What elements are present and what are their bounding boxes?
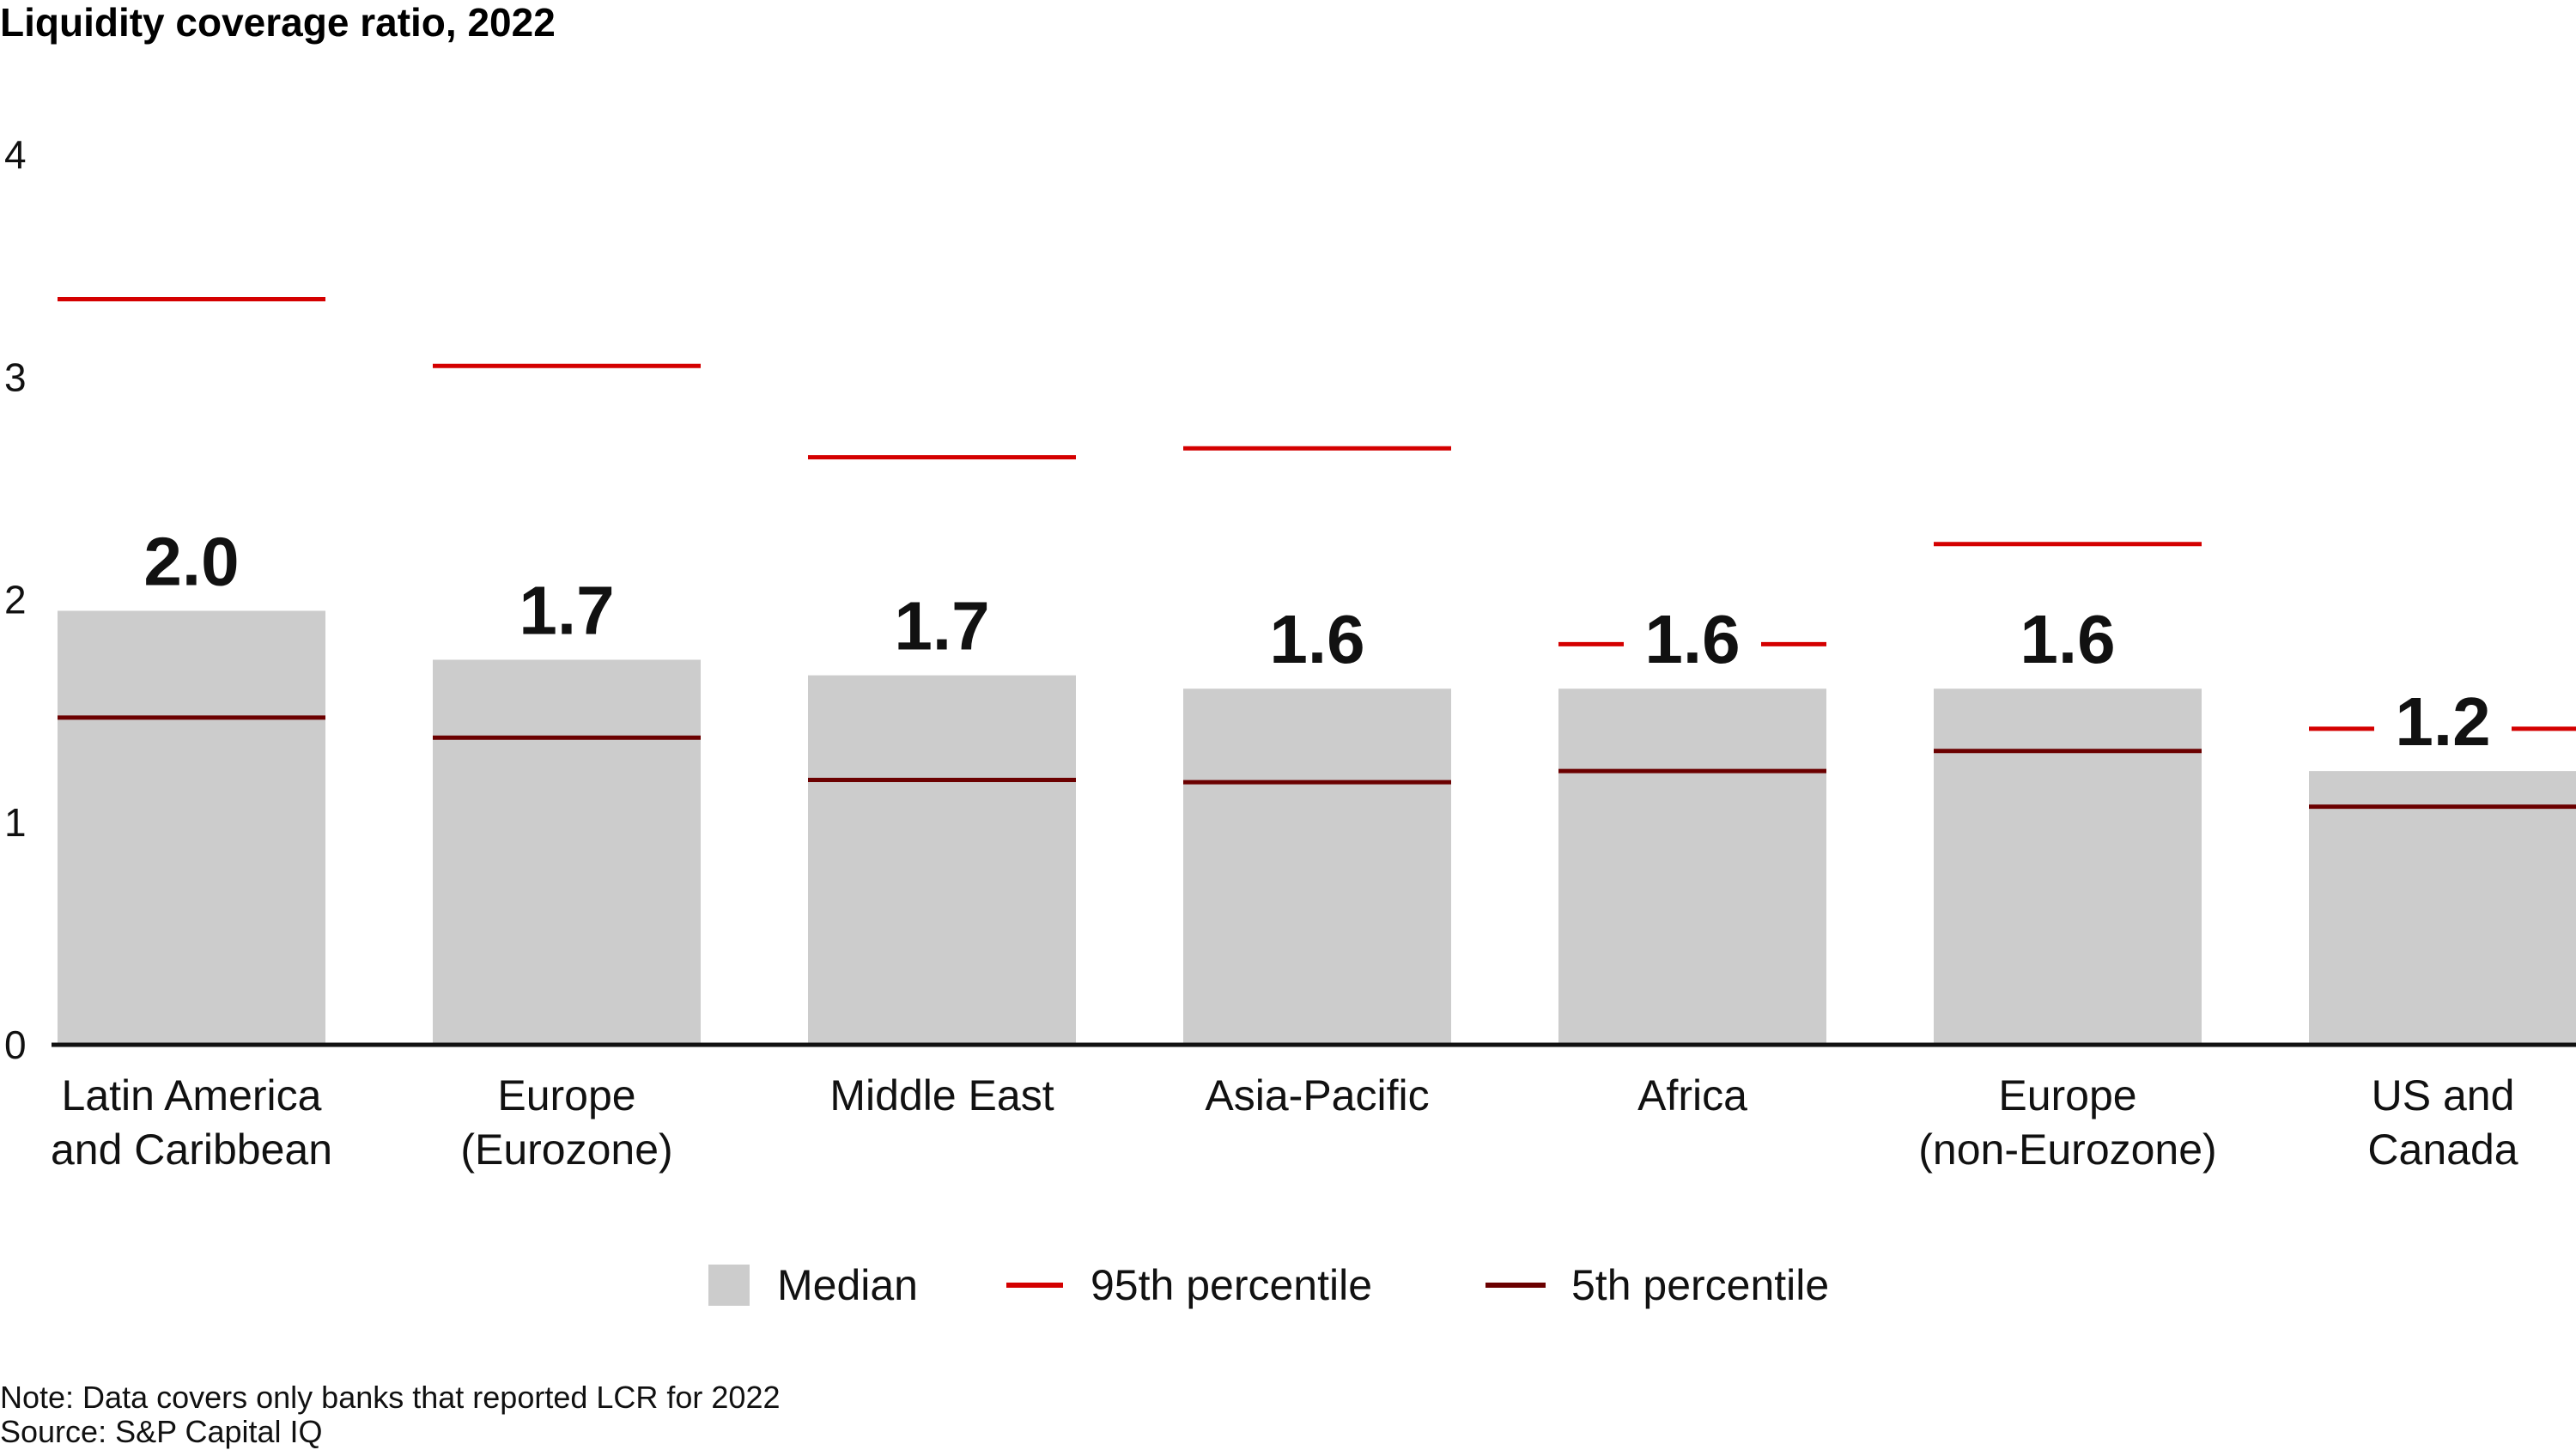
median-bar (433, 659, 701, 1045)
data-label: 2.0 (143, 523, 239, 599)
chart-title: Liquidity coverage ratio, 2022 (0, 0, 556, 45)
x-tick-label: Europe (497, 1071, 635, 1119)
source-text: Source: S&P Capital IQ (0, 1414, 323, 1449)
y-axis: 0 1 2 3 4 (4, 132, 27, 1067)
x-tick-label: (non-Eurozone) (1918, 1125, 2216, 1174)
median-bar (1934, 689, 2202, 1045)
legend-median-label: Median (777, 1261, 918, 1309)
median-bars (58, 610, 2576, 1045)
median-bar (1183, 689, 1451, 1045)
median-bar (2309, 771, 2576, 1045)
data-label: 1.6 (1269, 601, 1364, 677)
y-tick-label: 0 (4, 1022, 27, 1067)
x-axis-labels: Latin America and Caribbean Europe (Eurozon… (51, 1071, 2518, 1174)
data-labels: 2.0 1.7 1.7 1.6 1.6 1.6 1.2 (143, 523, 2490, 760)
data-label: 1.6 (1644, 601, 1740, 677)
x-tick-label: and Caribbean (51, 1125, 332, 1174)
legend: Median 95th percentile 5th percentile (708, 1261, 1829, 1309)
data-label: 1.7 (894, 588, 989, 664)
x-tick-label: US and (2372, 1071, 2515, 1119)
y-tick-label: 2 (4, 578, 27, 622)
x-tick-label: Latin America (62, 1071, 322, 1119)
legend-p95-label: 95th percentile (1091, 1261, 1372, 1309)
y-tick-label: 3 (4, 355, 27, 399)
p5-lines (58, 715, 2576, 810)
x-tick-label: Canada (2367, 1125, 2518, 1174)
x-tick-label: Middle East (829, 1071, 1054, 1119)
data-label: 1.2 (2395, 683, 2490, 760)
x-tick-label: Africa (1637, 1071, 1747, 1119)
x-tick-label: Asia-Pacific (1205, 1071, 1429, 1119)
data-label: 1.7 (519, 572, 614, 648)
note-text: Note: Data covers only banks that report… (0, 1380, 781, 1415)
p95-lines (58, 297, 2576, 731)
median-bar (58, 610, 325, 1045)
y-tick-label: 4 (4, 132, 27, 177)
legend-median-swatch (708, 1265, 750, 1306)
median-bar (808, 675, 1076, 1045)
median-bar (1558, 689, 1826, 1045)
y-tick-label: 1 (4, 800, 27, 845)
x-tick-label: Europe (1998, 1071, 2136, 1119)
data-label: 1.6 (2020, 601, 2115, 677)
x-tick-label: (Eurozone) (460, 1125, 672, 1174)
legend-p5-label: 5th percentile (1571, 1261, 1829, 1309)
